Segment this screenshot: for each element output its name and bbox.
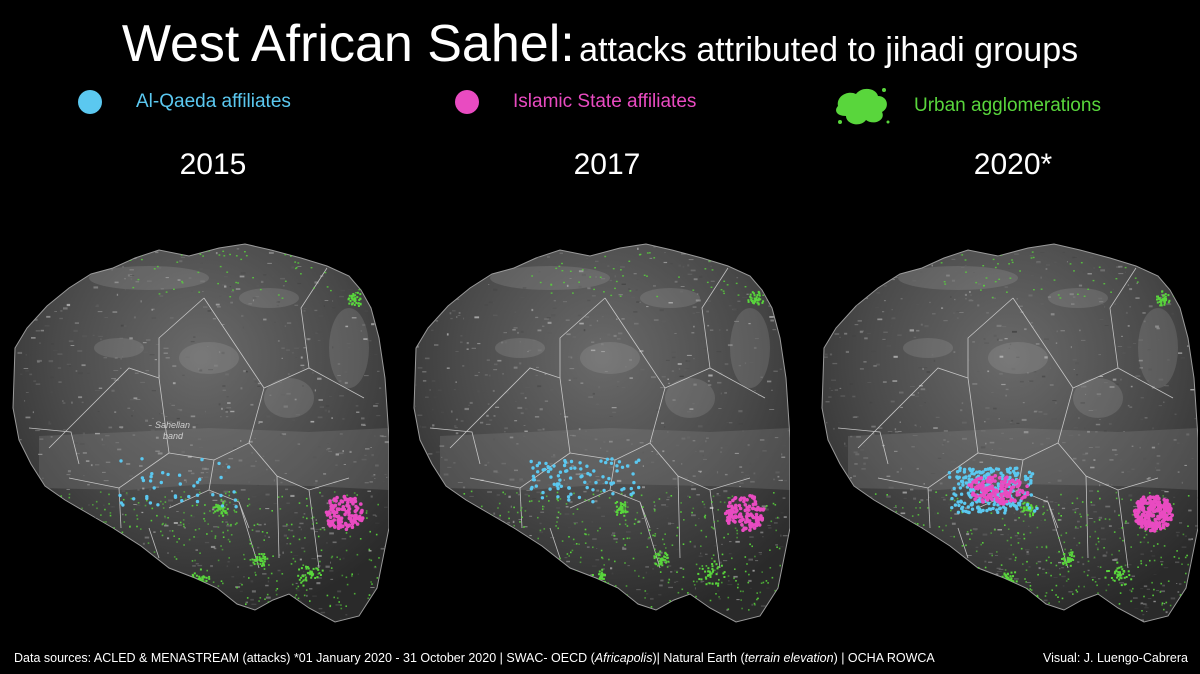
title-subtitle: attacks attributed to jihadi groups (579, 31, 1079, 69)
band-label-line2: band (163, 431, 184, 441)
country-borders (837, 267, 1174, 569)
sahelian-band (440, 428, 790, 490)
sahelian-band (848, 428, 1198, 490)
legend: Al-Qaeda affiliates Islamic State affili… (0, 88, 1200, 126)
legend-label-al-qaeda: Al-Qaeda affiliates (136, 91, 291, 112)
map-panel-2020 (818, 228, 1198, 644)
title-main: West African Sahel: (121, 15, 575, 73)
legend-item-islamic-state: Islamic State affiliates (455, 90, 696, 114)
urban-blob-icon (836, 88, 890, 125)
legend-item-urban: Urban agglomerations (832, 84, 1101, 128)
page-title: West African Sahel: attacks attributed t… (0, 14, 1200, 74)
land-mass (12, 243, 389, 623)
legend-label-urban: Urban agglomerations (914, 95, 1101, 116)
circle-icon (78, 90, 102, 114)
map-panel-2017 (410, 228, 790, 644)
al-qaeda-attacks (529, 457, 641, 504)
circle-icon (455, 90, 479, 114)
legend-label-islamic-state: Islamic State affiliates (513, 91, 697, 112)
islamic-state-attacks (324, 494, 365, 532)
map-panel-2015: Sahelian band (9, 228, 389, 644)
year-label-2017: 2017 (573, 148, 641, 181)
islamic-state-attacks (967, 474, 1174, 533)
country-borders (28, 267, 365, 569)
sahelian-band (39, 428, 389, 490)
year-label-2020: 2020* (973, 148, 1053, 181)
land-mass (413, 243, 790, 623)
year-label-2015: 2015 (179, 148, 247, 181)
al-qaeda-attacks (118, 457, 238, 509)
terrain-texture (13, 244, 389, 622)
land-mass (821, 243, 1198, 623)
terrain-texture (822, 244, 1198, 622)
visual-credit: Visual: J. Luengo-Cabrera (1043, 651, 1188, 665)
legend-item-al-qaeda: Al-Qaeda affiliates (78, 90, 291, 114)
islamic-state-attacks (723, 494, 766, 532)
data-sources: Data sources: ACLED & MENASTREAM (attack… (14, 651, 935, 665)
band-label-line1: Sahelian (155, 420, 190, 430)
